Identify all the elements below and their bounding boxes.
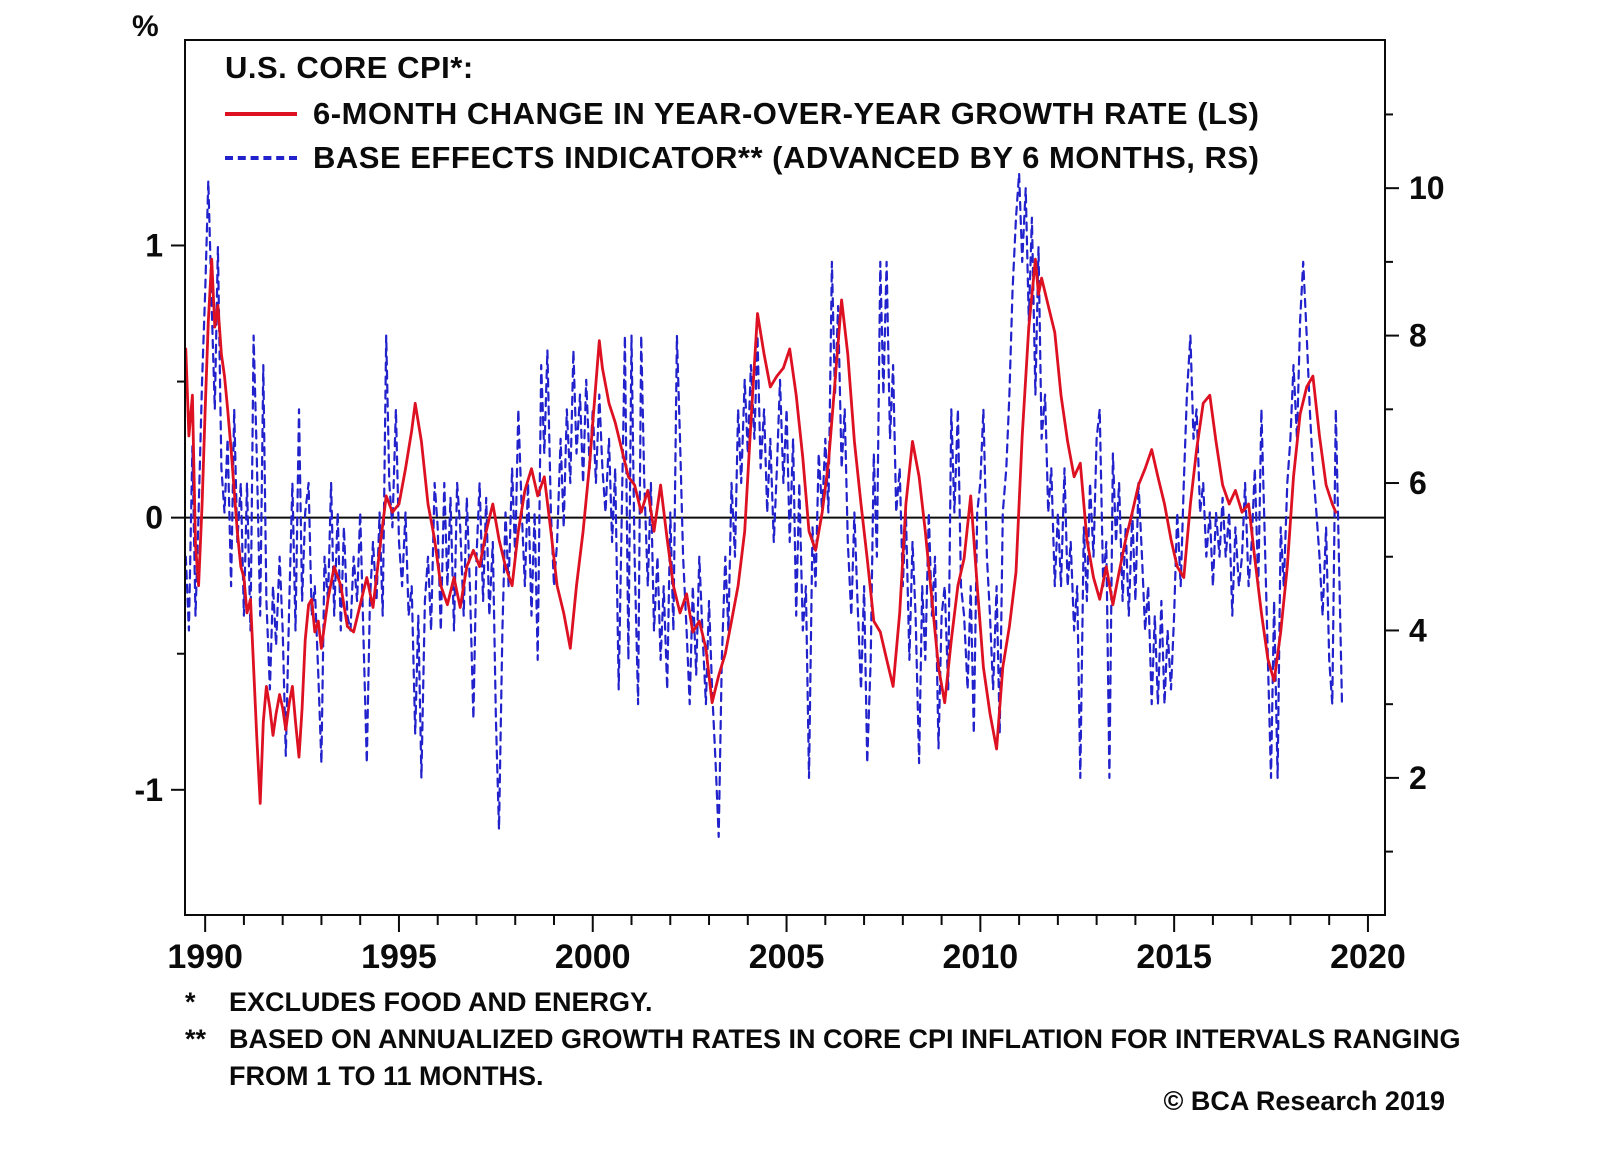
footnotes: * EXCLUDES FOOD AND ENERGY. ** BASED ON …: [185, 984, 1479, 1095]
footnote-2: ** BASED ON ANNUALIZED GROWTH RATES IN C…: [185, 1021, 1479, 1095]
footnote-2-text: BASED ON ANNUALIZED GROWTH RATES IN CORE…: [229, 1024, 1461, 1091]
left-axis-unit-label: %: [132, 10, 159, 43]
footnote-1-marker: *: [185, 987, 196, 1017]
x-axis-tick-label: 2000: [555, 938, 631, 976]
copyright-notice: © BCA Research 2019: [1163, 1086, 1445, 1116]
red-solid-series-line: [184, 257, 1338, 805]
x-axis-tick-label: 1990: [167, 938, 243, 976]
left-axis-tick-label: 0: [145, 500, 163, 536]
right-axis-tick-label: 6: [1409, 465, 1427, 501]
right-axis-tick-label: 10: [1409, 170, 1445, 206]
chart-title: U.S. CORE CPI*:: [225, 50, 474, 85]
x-axis-tick-label: 2010: [943, 938, 1019, 976]
plot-border: [184, 39, 1386, 916]
right-axis-tick-label: 8: [1409, 318, 1427, 354]
red-solid-line-swatch: [225, 112, 297, 116]
blue-dashed-series-line: [184, 172, 1344, 839]
left-axis-tick-label: 1: [145, 227, 163, 263]
legend-label-blue: BASE EFFECTS INDICATOR** (ADVANCED BY 6 …: [313, 140, 1260, 175]
x-axis-tick-label: 2015: [1136, 938, 1212, 976]
x-axis-tick-label: 2005: [749, 938, 825, 976]
blue-dashed-line-swatch: [225, 156, 297, 160]
footnote-1: * EXCLUDES FOOD AND ENERGY.: [185, 984, 1479, 1021]
x-axis-tick-label: 1995: [361, 938, 437, 976]
legend: U.S. CORE CPI*: 6-MONTH CHANGE IN YEAR-O…: [225, 50, 1259, 180]
legend-label-red: 6-MONTH CHANGE IN YEAR-OVER-YEAR GROWTH …: [313, 96, 1260, 131]
right-axis-tick-label: 4: [1409, 612, 1427, 648]
footnote-2-marker: **: [185, 1024, 207, 1054]
right-axis-tick-label: 2: [1409, 760, 1427, 796]
left-axis-tick-label: -1: [135, 772, 163, 808]
legend-item-blue: BASE EFFECTS INDICATOR** (ADVANCED BY 6 …: [225, 136, 1259, 180]
legend-item-red: 6-MONTH CHANGE IN YEAR-OVER-YEAR GROWTH …: [225, 92, 1259, 136]
x-axis-tick-label: 2020: [1330, 938, 1406, 976]
footnote-1-text: EXCLUDES FOOD AND ENERGY.: [229, 987, 653, 1017]
